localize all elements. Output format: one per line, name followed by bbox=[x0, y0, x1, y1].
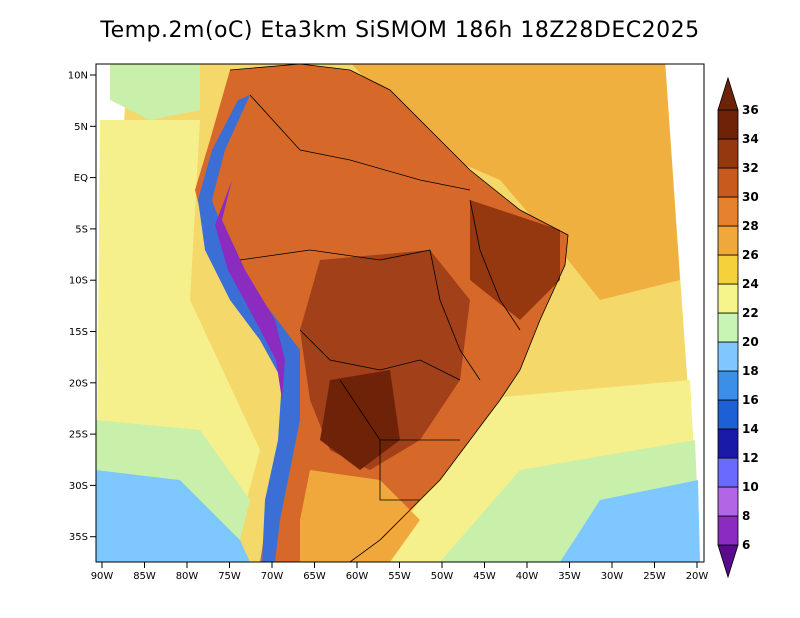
colorbar-segment bbox=[717, 428, 739, 459]
colorbar-segment bbox=[717, 225, 739, 256]
colorbar-segment bbox=[717, 109, 739, 140]
colorbar-max-arrow bbox=[717, 76, 739, 111]
colorbar-label: 30 bbox=[742, 190, 759, 204]
colorbar-label: 20 bbox=[742, 335, 759, 349]
colorbar-label: 10 bbox=[742, 480, 759, 494]
colorbar-label: 24 bbox=[742, 277, 759, 291]
lon-tick-label: 45W bbox=[473, 571, 496, 582]
colorbar-segment bbox=[717, 515, 739, 546]
colorbar-label: 36 bbox=[742, 103, 759, 117]
colorbar-label: 22 bbox=[742, 306, 759, 320]
coastline bbox=[229, 64, 569, 562]
colorbar-segment bbox=[717, 312, 739, 343]
warm-ocean-region bbox=[351, 64, 680, 300]
lon-tick-label: 40W bbox=[516, 571, 539, 582]
colorbar-segment bbox=[717, 486, 739, 517]
lat-tick-label: 10S bbox=[69, 276, 88, 287]
colorbar-segment bbox=[717, 457, 739, 488]
cold-ocean-southeast bbox=[560, 480, 700, 562]
colorbar-label: 14 bbox=[742, 422, 759, 436]
lat-tick-label: 15S bbox=[69, 327, 88, 338]
colorbar-label: 16 bbox=[742, 393, 759, 407]
lat-tick-label: 30S bbox=[69, 481, 88, 492]
colorbar-label: 6 bbox=[742, 538, 750, 552]
map-title: Temp.2m(oC) Eta3km SiSMOM 186h 18Z28DEC2… bbox=[100, 18, 700, 43]
lon-tick-label: 85W bbox=[133, 571, 156, 582]
lat-tick-label: 10N bbox=[68, 71, 88, 82]
lon-tick-label: 70W bbox=[261, 571, 284, 582]
colorbar-segment bbox=[717, 196, 739, 227]
colorbar-segment bbox=[717, 370, 739, 401]
lat-tick-label: 35S bbox=[69, 532, 88, 543]
colorbar-label: 34 bbox=[742, 132, 759, 146]
lon-tick-label: 65W bbox=[303, 571, 326, 582]
colorbar-label: 32 bbox=[742, 161, 759, 175]
lon-tick-label: 25W bbox=[643, 571, 666, 582]
lon-tick-label: 30W bbox=[601, 571, 624, 582]
cold-ocean-southwest bbox=[96, 470, 250, 562]
lon-tick-label: 20W bbox=[686, 571, 709, 582]
lat-tick-label: 25S bbox=[69, 430, 88, 441]
lon-tick-label: 90W bbox=[91, 571, 114, 582]
lon-tick-label: 35W bbox=[558, 571, 581, 582]
colorbar-label: 28 bbox=[742, 219, 759, 233]
andes-cold-strip bbox=[198, 95, 300, 562]
andes-coldest-strip bbox=[215, 180, 285, 400]
lat-tick-label: EQ bbox=[74, 173, 88, 184]
lon-tick-label: 55W bbox=[388, 571, 411, 582]
colorbar-label: 18 bbox=[742, 364, 759, 378]
colorbar: 6 8 10 12 14 16 18 20 22 24 26 28 30 32 34 36 bbox=[717, 76, 759, 579]
colorbar-segment bbox=[717, 167, 739, 198]
colorbar-segment bbox=[717, 399, 739, 430]
latitude-axis: 10N 5N EQ 5S 10S 15S 20S 25S 30S 35S bbox=[68, 71, 96, 543]
lon-tick-label: 75W bbox=[218, 571, 241, 582]
green-ocean-northwest bbox=[110, 64, 200, 120]
colorbar-segment bbox=[717, 341, 739, 372]
colorbar-segment bbox=[717, 254, 739, 285]
lat-tick-label: 20S bbox=[69, 378, 88, 389]
lon-tick-label: 60W bbox=[346, 571, 369, 582]
longitude-axis: 90W 85W 80W 75W 70W 65W 60W 55W 50W 45W 40W 35W 30W 2… bbox=[91, 562, 709, 582]
lon-tick-label: 80W bbox=[176, 571, 199, 582]
colorbar-label: 26 bbox=[742, 248, 759, 262]
lat-tick-label: 5S bbox=[75, 224, 88, 235]
hot-northeast bbox=[470, 200, 560, 320]
colorbar-label: 12 bbox=[742, 451, 759, 465]
colorbar-segment bbox=[717, 283, 739, 314]
colorbar-segment bbox=[717, 138, 739, 169]
lat-tick-label: 5N bbox=[74, 122, 88, 133]
lon-tick-label: 50W bbox=[431, 571, 454, 582]
southern-cone-milder bbox=[300, 470, 420, 562]
country-borders bbox=[239, 94, 521, 501]
green-ocean-southwest bbox=[96, 420, 250, 540]
colorbar-min-arrow bbox=[717, 544, 739, 579]
colorbar-label: 8 bbox=[742, 509, 750, 523]
